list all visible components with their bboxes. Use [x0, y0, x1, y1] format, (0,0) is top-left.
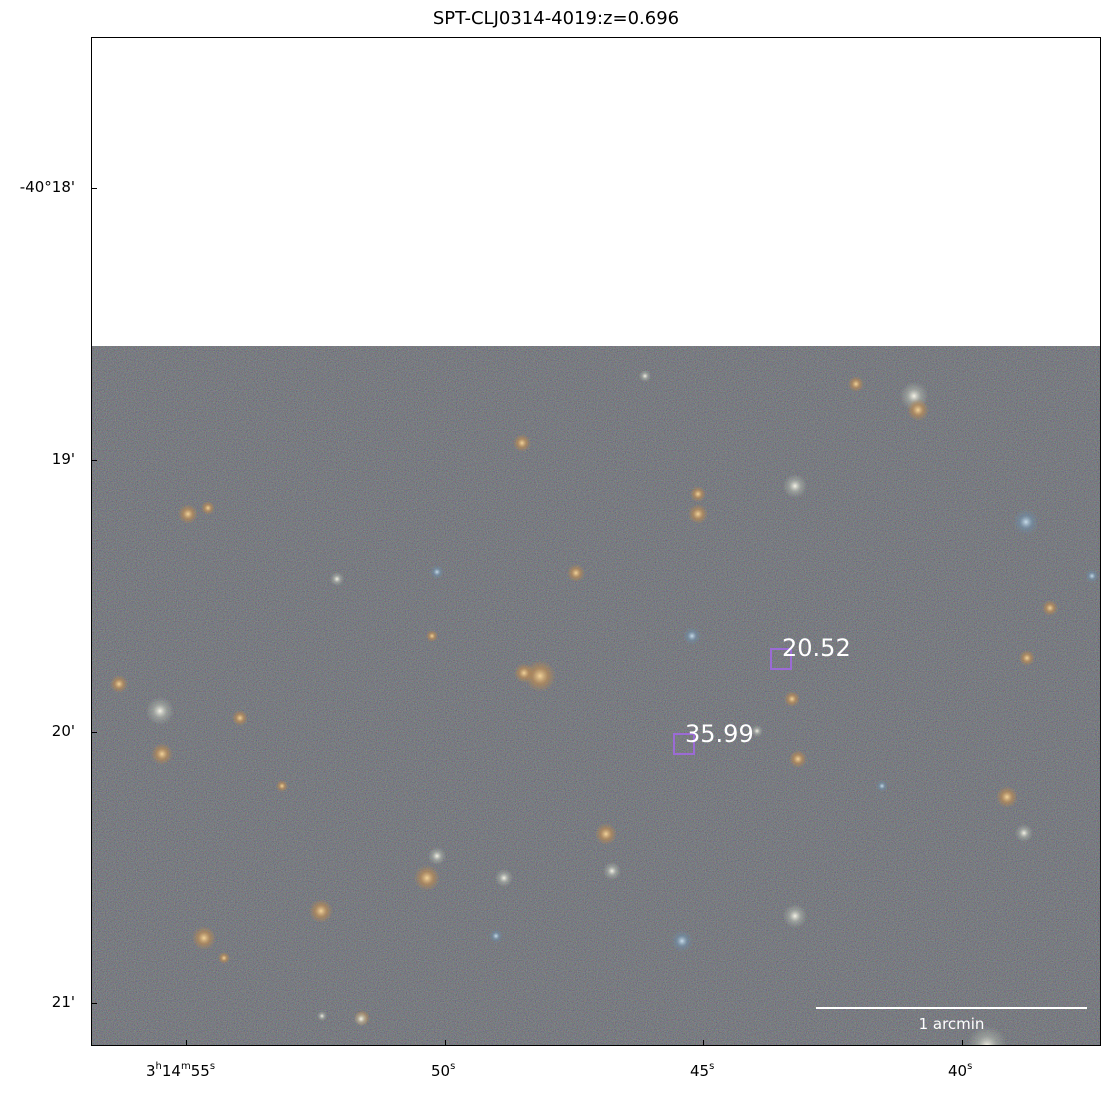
marker-label-2: 35.99 — [685, 720, 754, 748]
y-tick-label: 21' — [51, 993, 75, 1011]
plot-title: SPT-CLJ0314-4019:z=0.696 — [432, 8, 680, 29]
y-tick-label: -40°18' — [19, 178, 75, 196]
x-tick — [703, 1040, 704, 1046]
sky-image — [92, 346, 1100, 1045]
y-tick — [91, 460, 97, 461]
galaxy-field — [110, 370, 1099, 1045]
y-tick-label: 19' — [51, 450, 75, 468]
x-tick — [962, 1040, 963, 1046]
x-tick-label: 3h14m55s — [146, 1061, 216, 1080]
y-tick-label: 20' — [51, 722, 75, 740]
y-tick — [91, 732, 97, 733]
x-tick-label: 45s — [690, 1061, 715, 1080]
marker-box-1 — [770, 648, 792, 670]
scale-bar — [816, 1007, 1087, 1009]
marker-box-2 — [673, 733, 695, 755]
marker-label-1: 20.52 — [782, 634, 851, 662]
image-frame: 20.52 35.99 1 arcmin — [91, 37, 1101, 1046]
x-tick — [445, 1040, 446, 1046]
x-tick-label: 50s — [431, 1061, 456, 1080]
y-tick — [91, 188, 97, 189]
scale-bar-label: 1 arcmin — [918, 1015, 985, 1033]
y-tick — [91, 1003, 97, 1004]
x-tick — [186, 1040, 187, 1046]
x-tick-label: 40s — [948, 1061, 973, 1080]
